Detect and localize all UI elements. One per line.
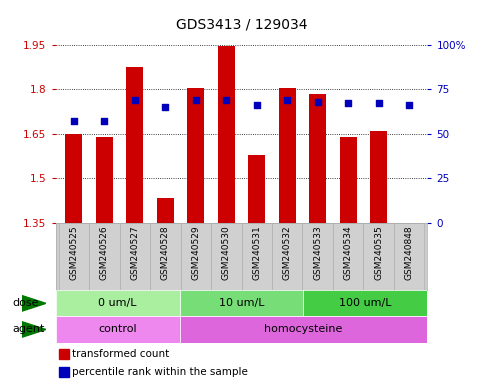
Text: GSM240527: GSM240527 [130,225,139,280]
Bar [218,46,235,223]
Bar [89,223,120,290]
Bar [340,137,356,223]
Bar [303,290,427,316]
Bar [150,223,181,290]
Bar [59,367,69,377]
Bar [302,223,333,290]
Text: agent: agent [12,324,44,334]
Bar [56,290,180,316]
Text: 100 um/L: 100 um/L [339,298,392,308]
Polygon shape [22,322,46,337]
Text: GDS3413 / 129034: GDS3413 / 129034 [176,17,307,31]
Text: transformed count: transformed count [72,349,170,359]
Point [284,97,291,103]
Point [192,97,199,103]
Text: 0 um/L: 0 um/L [98,298,137,308]
Bar [127,67,143,223]
Text: GSM240535: GSM240535 [374,225,383,280]
Point [314,99,322,105]
Bar [181,223,211,290]
Text: GSM240530: GSM240530 [222,225,231,280]
Bar [363,223,394,290]
Text: GSM240848: GSM240848 [405,225,413,280]
Text: percentile rank within the sample: percentile rank within the sample [72,367,248,377]
Point [161,104,169,110]
Text: GSM240525: GSM240525 [70,225,78,280]
Bar [242,223,272,290]
Bar [248,155,265,223]
Bar [309,94,326,223]
Bar [333,223,363,290]
Bar [180,316,427,343]
Text: GSM240529: GSM240529 [191,225,200,280]
Bar [272,223,302,290]
Bar [157,198,174,223]
Text: GSM240534: GSM240534 [344,225,353,280]
Point [375,100,383,106]
Point [100,118,108,124]
Text: 10 um/L: 10 um/L [219,298,264,308]
Bar [56,316,180,343]
Text: GSM240533: GSM240533 [313,225,322,280]
Bar [279,88,296,223]
Point [344,100,352,106]
Polygon shape [22,296,46,311]
Bar [180,290,303,316]
Point [253,102,261,108]
Point [405,102,413,108]
Point [222,97,230,103]
Bar [58,223,89,290]
Bar [120,223,150,290]
Text: GSM240531: GSM240531 [252,225,261,280]
Point [131,97,139,103]
Text: homocysteine: homocysteine [264,324,342,334]
Bar [187,88,204,223]
Bar [370,131,387,223]
Text: GSM240528: GSM240528 [161,225,170,280]
Bar [211,223,242,290]
Bar [394,223,425,290]
Bar [66,134,82,223]
Text: control: control [98,324,137,334]
Text: GSM240526: GSM240526 [100,225,109,280]
Text: dose: dose [12,298,39,308]
Text: GSM240532: GSM240532 [283,225,292,280]
Point [70,118,78,124]
Bar [59,349,69,359]
Bar [96,137,113,223]
